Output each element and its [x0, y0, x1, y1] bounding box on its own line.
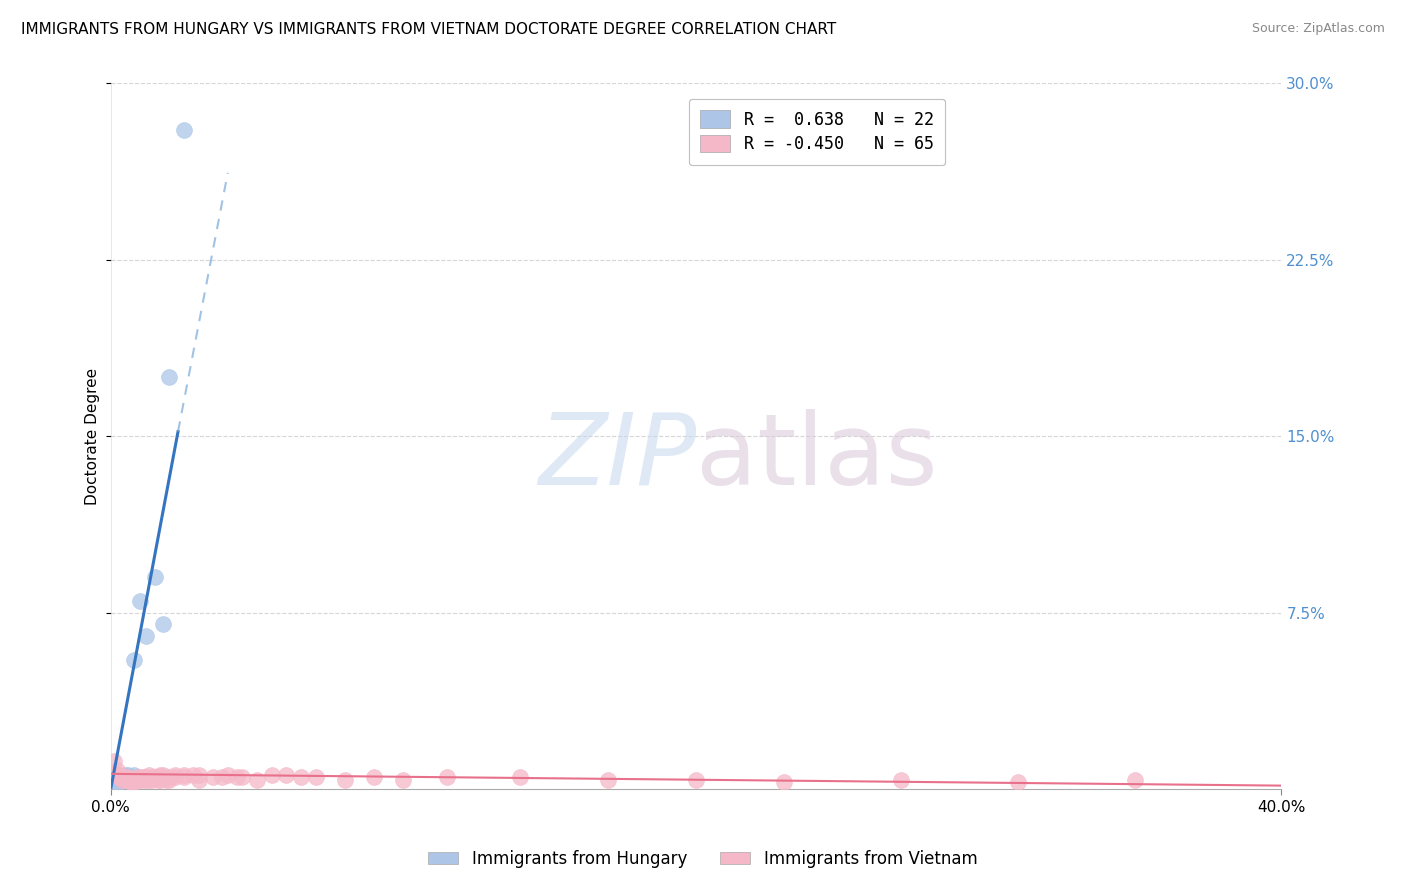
Point	[152, 768, 174, 782]
Point	[125, 771, 148, 785]
Point	[509, 771, 531, 785]
Point	[149, 772, 172, 787]
Point	[155, 772, 177, 787]
Point	[105, 764, 128, 778]
Point	[108, 768, 131, 782]
Point	[211, 771, 233, 785]
Point	[108, 775, 131, 789]
Legend: Immigrants from Hungary, Immigrants from Vietnam: Immigrants from Hungary, Immigrants from…	[422, 844, 984, 875]
Point	[1123, 772, 1146, 787]
Point	[173, 771, 195, 785]
Point	[598, 772, 620, 787]
Point	[392, 772, 415, 787]
Point	[157, 772, 180, 787]
Point	[135, 771, 157, 785]
Point	[114, 771, 136, 785]
Point	[333, 772, 356, 787]
Point	[143, 570, 166, 584]
Text: ZIP: ZIP	[538, 409, 696, 506]
Point	[149, 768, 172, 782]
Point	[108, 771, 131, 785]
Legend: R =  0.638   N = 22, R = -0.450   N = 65: R = 0.638 N = 22, R = -0.450 N = 65	[689, 99, 945, 165]
Point	[117, 768, 139, 782]
Point	[122, 768, 145, 782]
Point	[135, 629, 157, 643]
Point	[120, 772, 142, 787]
Point	[146, 772, 169, 787]
Point	[132, 772, 155, 787]
Point	[108, 768, 131, 782]
Point	[129, 594, 152, 608]
Point	[111, 772, 134, 787]
Point	[187, 772, 209, 787]
Point	[111, 772, 134, 787]
Point	[146, 771, 169, 785]
Point	[1007, 775, 1029, 789]
Point	[122, 772, 145, 787]
Point	[187, 768, 209, 782]
Point	[363, 771, 385, 785]
Point	[111, 771, 134, 785]
Point	[108, 772, 131, 787]
Point	[773, 775, 796, 789]
Point	[125, 771, 148, 785]
Point	[125, 772, 148, 787]
Point	[117, 771, 139, 785]
Point	[138, 768, 160, 782]
Point	[105, 775, 128, 789]
Point	[165, 768, 187, 782]
Text: Source: ZipAtlas.com: Source: ZipAtlas.com	[1251, 22, 1385, 36]
Point	[225, 771, 247, 785]
Point	[141, 772, 163, 787]
Point	[246, 772, 269, 787]
Point	[157, 370, 180, 384]
Point	[105, 768, 128, 782]
Point	[181, 768, 204, 782]
Point	[105, 771, 128, 785]
Point	[173, 768, 195, 782]
Point	[141, 771, 163, 785]
Point	[165, 771, 187, 785]
Point	[105, 771, 128, 785]
Point	[114, 772, 136, 787]
Point	[135, 772, 157, 787]
Point	[143, 771, 166, 785]
Point	[122, 653, 145, 667]
Point	[231, 771, 253, 785]
Point	[290, 771, 312, 785]
Point	[152, 771, 174, 785]
Text: IMMIGRANTS FROM HUNGARY VS IMMIGRANTS FROM VIETNAM DOCTORATE DEGREE CORRELATION : IMMIGRANTS FROM HUNGARY VS IMMIGRANTS FR…	[21, 22, 837, 37]
Point	[120, 771, 142, 785]
Point	[108, 771, 131, 785]
Point	[129, 772, 152, 787]
Point	[117, 772, 139, 787]
Point	[120, 775, 142, 789]
Point	[114, 771, 136, 785]
Point	[152, 617, 174, 632]
Point	[685, 772, 707, 787]
Point	[111, 771, 134, 785]
Point	[217, 768, 239, 782]
Point	[304, 771, 326, 785]
Point	[890, 772, 912, 787]
Point	[132, 771, 155, 785]
Point	[122, 775, 145, 789]
Point	[138, 772, 160, 787]
Point	[202, 771, 225, 785]
Point	[276, 768, 298, 782]
Point	[173, 123, 195, 137]
Point	[129, 771, 152, 785]
Point	[114, 768, 136, 782]
Text: atlas: atlas	[696, 409, 938, 506]
Point	[260, 768, 283, 782]
Y-axis label: Doctorate Degree: Doctorate Degree	[86, 368, 100, 505]
Point	[436, 771, 458, 785]
Point	[103, 754, 125, 768]
Point	[157, 771, 180, 785]
